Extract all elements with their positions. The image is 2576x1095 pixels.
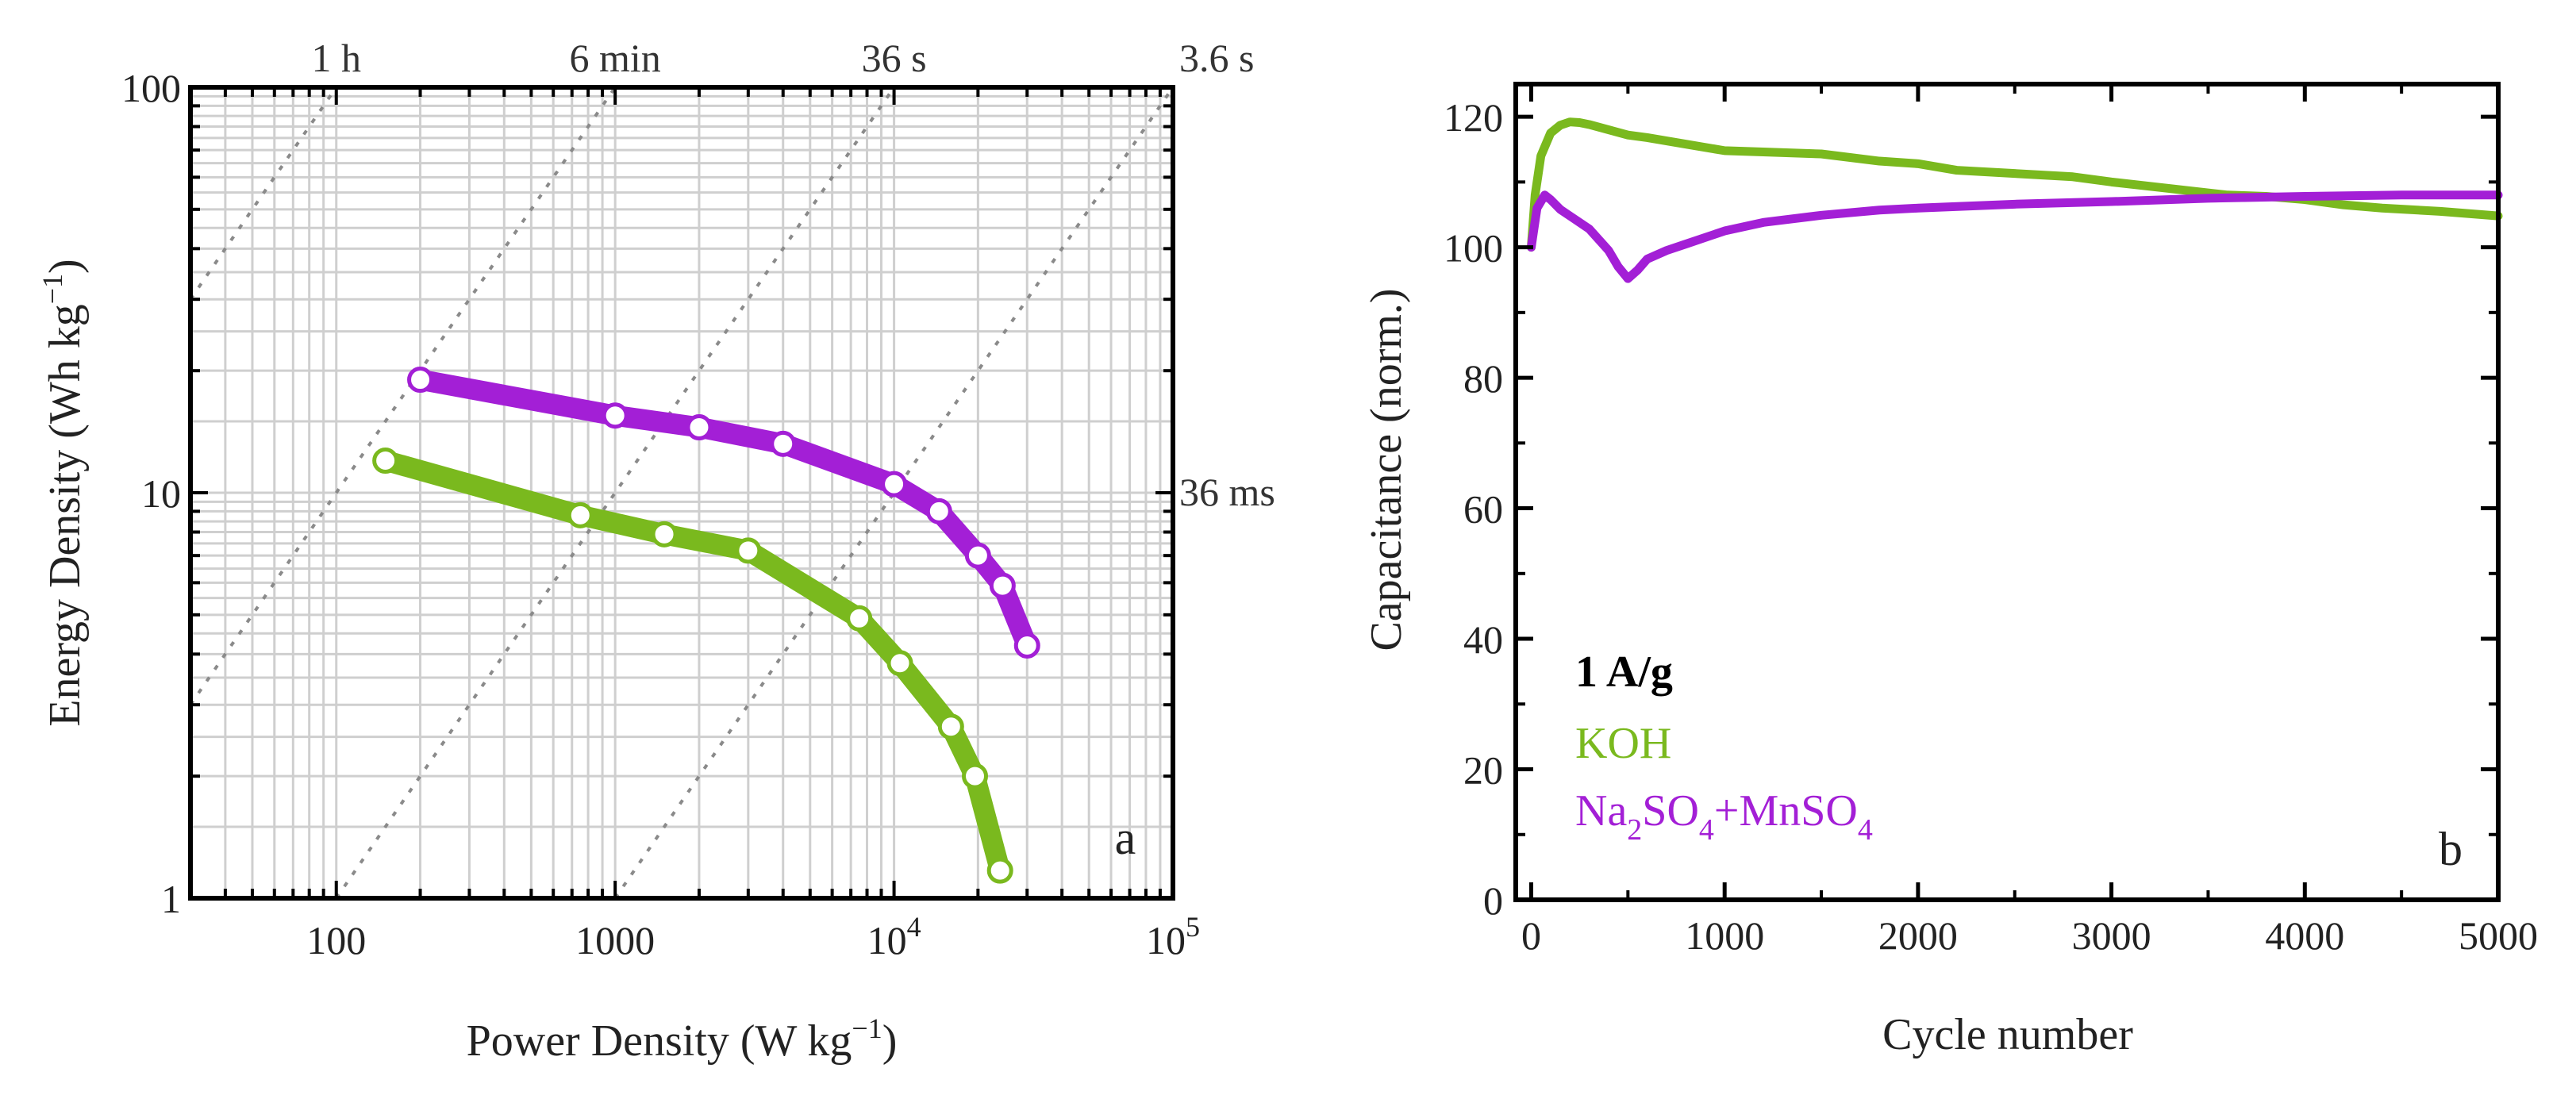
legend-title: 1 A/g: [1575, 647, 1673, 697]
panel-a-y-axis-title: Energy Density (Wh kg−1): [37, 259, 90, 726]
time-label-0: 1 h: [311, 36, 361, 80]
series-1-point-8: [986, 857, 1013, 884]
y-tick-label-b-3: 60: [1463, 487, 1503, 532]
panel-b-cycling-chart: 0 1000 2000 3000 4000 5000 0 20 40 60 80 100 120 Cyc…: [1362, 82, 2538, 1059]
series-1-point-7: [962, 763, 989, 790]
panel-a-ticks: 100 1000 104 105 1 10 100: [121, 66, 1200, 962]
series-0-point-0: [407, 367, 434, 394]
series-0-point-5: [925, 498, 952, 524]
y-tick-label-b-2: 40: [1463, 617, 1503, 662]
y-tick-label-a-0: 1: [161, 877, 181, 921]
panel-b-y-axis-title: Capacitance (norm.): [1362, 288, 1411, 651]
x-tick-label-b-0: 0: [1521, 913, 1541, 958]
cycling-line-1: [1526, 190, 2503, 283]
y-tick-label-b-0: 0: [1483, 878, 1503, 923]
panel-b-series: [1526, 117, 2503, 283]
series-1-point-1: [567, 501, 594, 528]
time-label-1: 6 min: [570, 36, 661, 80]
panel-a-time-lines: 1 h 6 min 36 s 3.6 s 36 ms: [189, 36, 1275, 900]
series-1-point-3: [735, 537, 762, 564]
x-tick-label-a-3: 105: [1146, 911, 1200, 962]
series-0-point-7: [989, 572, 1016, 599]
x-tick-label-b-3: 3000: [2072, 913, 2151, 958]
series-0-point-3: [770, 430, 797, 457]
time-line-0: [189, 86, 338, 301]
panel-a-series: [372, 367, 1040, 884]
series-0-point-8: [1013, 632, 1040, 659]
series-0-point-6: [964, 542, 991, 569]
x-tick-label-b-5: 5000: [2459, 913, 2538, 958]
panel-b-legend: 1 A/g KOH Na2SO4+MnSO4: [1575, 647, 1873, 847]
y-tick-label-a-1: 10: [141, 471, 181, 516]
x-tick-label-a-2: 104: [867, 911, 921, 962]
y-tick-label-b-5: 100: [1444, 226, 1503, 271]
x-tick-label-b-1: 1000: [1685, 913, 1764, 958]
panel-b-x-axis-title: Cycle number: [1882, 1010, 2133, 1059]
panel-b-ticks: 0 1000 2000 3000 4000 5000 0 20 40 60 80 100 120: [1444, 84, 2538, 958]
panel-b-letter: b: [2439, 823, 2463, 875]
legend-koh: KOH: [1575, 719, 1671, 768]
y-tick-label-b-4: 80: [1463, 356, 1503, 401]
series-1-point-2: [651, 521, 678, 548]
y-tick-label-b-6: 120: [1444, 95, 1503, 140]
x-tick-label-a-0: 100: [306, 918, 366, 962]
panel-a-letter: a: [1115, 812, 1136, 864]
legend-na2so4-mnso4: Na2SO4+MnSO4: [1575, 786, 1873, 847]
x-tick-label-a-1: 1000: [575, 918, 655, 962]
y-tick-label-a-2: 100: [121, 66, 181, 110]
time-line-1: [189, 86, 617, 706]
series-0-point-1: [602, 402, 629, 429]
time-label-2: 36 s: [862, 36, 927, 80]
series-1-point-4: [846, 605, 873, 632]
y-tick-label-b-1: 20: [1463, 748, 1503, 793]
x-tick-label-b-2: 2000: [1878, 913, 1958, 958]
time-label-4: 36 ms: [1179, 470, 1275, 514]
x-tick-label-b-4: 4000: [2265, 913, 2344, 958]
time-label-3: 3.6 s: [1179, 36, 1254, 80]
series-1-point-5: [886, 650, 913, 677]
series-1-point-6: [937, 713, 964, 740]
series-0-point-4: [881, 471, 908, 498]
series-0-point-2: [686, 414, 713, 441]
series-1-point-0: [372, 448, 399, 474]
panel-b-frame: [1513, 82, 2501, 902]
panel-a-x-axis-title: Power Density (W kg−1): [467, 1012, 898, 1066]
